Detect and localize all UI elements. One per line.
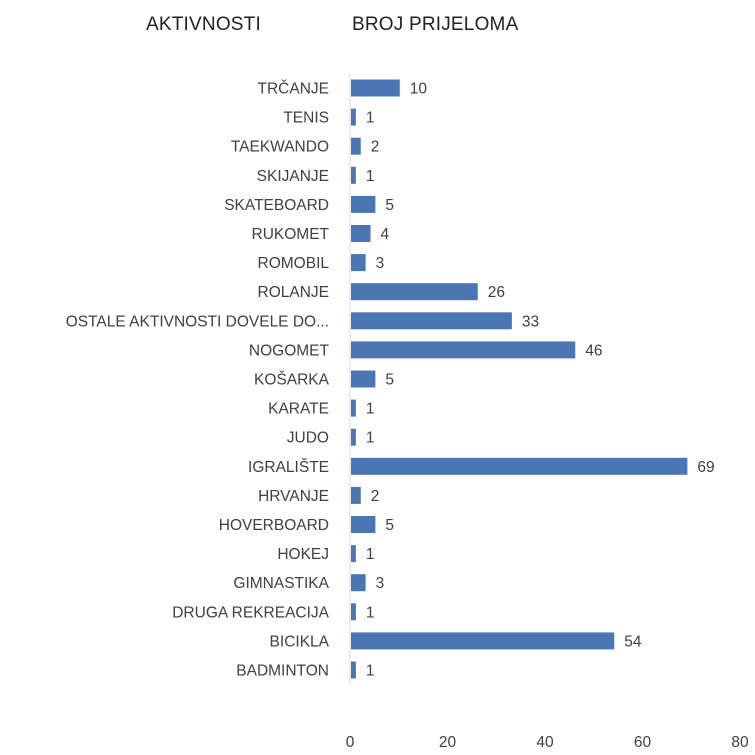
bar [351, 79, 400, 97]
bar [351, 341, 576, 359]
data-label: 3 [376, 575, 385, 592]
data-label: 1 [366, 110, 375, 127]
data-label: 2 [371, 139, 380, 156]
data-label: 5 [385, 517, 394, 534]
category-label: KOŠARKA [254, 372, 330, 389]
bar [351, 603, 356, 621]
bar [351, 516, 376, 533]
data-label: 26 [488, 284, 505, 301]
category-label: HOKEJ [277, 546, 329, 563]
category-label: JUDO [287, 430, 329, 447]
data-label: 54 [624, 633, 642, 650]
category-label: TENIS [283, 110, 329, 127]
category-label: SKIJANJE [257, 168, 329, 185]
bar [351, 574, 366, 592]
x-tick-label: 0 [346, 734, 355, 751]
category-labels-group: TRČANJE TENIS TAEKWANDO SKIJANJE SKATEBOARD R… [66, 81, 330, 680]
value-column-header: BROJ PRIJELOMA [352, 14, 519, 35]
data-label: 5 [385, 372, 394, 389]
category-label: HOVERBOARD [219, 517, 329, 534]
category-label: GIMNASTIKA [233, 575, 329, 592]
category-column-header: AKTIVNOSTI [146, 14, 261, 35]
bar [351, 225, 371, 242]
data-label: 1 [366, 604, 375, 621]
category-label: ROMOBIL [258, 255, 330, 272]
category-label: TAEKWANDO [231, 139, 329, 156]
x-axis-ticks-group: 0 20 40 60 80 [346, 734, 749, 751]
category-label: OSTALE AKTIVNOSTI DOVELE DO... [66, 313, 329, 330]
x-tick-label: 20 [439, 734, 457, 751]
data-label: 2 [371, 488, 380, 505]
bar [351, 632, 615, 650]
category-label: KARATE [268, 401, 329, 418]
bar [351, 486, 361, 504]
bar [351, 108, 356, 126]
x-tick-label: 40 [536, 734, 554, 751]
category-label: BICIKLA [270, 633, 330, 650]
data-label: 10 [410, 81, 428, 98]
category-label: IGRALIŠTE [248, 459, 329, 476]
category-label: ROLANJE [258, 284, 330, 301]
bar [351, 166, 356, 184]
bar [351, 399, 356, 417]
data-label: 69 [697, 459, 714, 476]
category-label: NOGOMET [249, 342, 330, 359]
category-label: TRČANJE [258, 81, 329, 98]
data-label: 5 [385, 197, 394, 214]
data-label: 3 [376, 255, 385, 272]
data-label: 46 [585, 342, 602, 359]
data-label: 33 [522, 313, 539, 330]
bar [351, 428, 356, 446]
category-label: RUKOMET [252, 226, 330, 243]
data-label: 1 [366, 546, 375, 563]
data-label: 1 [366, 168, 375, 185]
data-label: 1 [366, 430, 375, 447]
data-label: 4 [381, 226, 390, 243]
x-tick-label: 80 [731, 734, 749, 751]
category-label: HRVANJE [258, 488, 329, 505]
bar [351, 195, 376, 213]
bar [351, 283, 478, 301]
bar [351, 661, 356, 679]
category-label: DRUGA REKREACIJA [172, 604, 329, 621]
data-label: 1 [366, 663, 375, 680]
bar [351, 137, 361, 155]
bar [351, 254, 366, 272]
bar [351, 312, 512, 330]
bars-group [351, 79, 688, 679]
category-label: BADMINTON [236, 663, 329, 680]
data-label: 1 [366, 401, 375, 418]
bar [351, 545, 356, 563]
category-label: SKATEBOARD [224, 197, 329, 214]
bar [351, 457, 688, 475]
bar [351, 370, 376, 388]
x-tick-label: 60 [634, 734, 652, 751]
